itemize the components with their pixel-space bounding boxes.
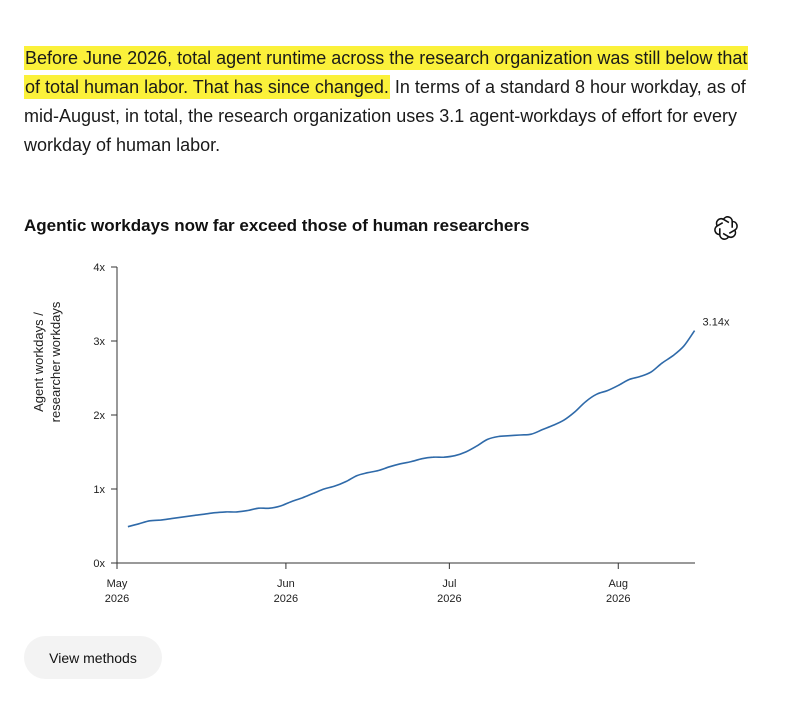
data-point-9 — [225, 511, 227, 513]
data-point-2 — [149, 520, 151, 522]
line-chart: Agent workdays / researcher workdays 0x 1… — [31, 262, 730, 605]
data-point-16 — [302, 497, 304, 499]
y-tick-label-3: 3x — [93, 336, 105, 348]
data-point-29 — [443, 456, 445, 458]
y-tick-label-4: 4x — [93, 262, 105, 274]
data-point-20 — [345, 481, 347, 483]
data-point-12 — [258, 507, 260, 509]
data-point-41 — [574, 411, 576, 413]
x-tick-label-1: Jun — [277, 578, 295, 590]
data-point-50 — [672, 355, 674, 357]
data-point-34 — [498, 436, 500, 438]
data-point-18 — [323, 488, 325, 490]
data-point-15 — [291, 501, 293, 503]
data-point-52 — [694, 330, 696, 332]
data-point-8 — [214, 512, 216, 514]
data-point-39 — [552, 425, 554, 427]
data-point-0 — [127, 526, 129, 528]
data-point-11 — [247, 510, 249, 512]
data-point-33 — [487, 439, 489, 441]
data-point-37 — [530, 433, 532, 435]
openai-logo-icon — [714, 216, 738, 240]
data-point-22 — [367, 472, 369, 474]
data-point-4 — [171, 518, 173, 520]
data-point-3 — [160, 519, 162, 521]
x-tick-year-1: 2026 — [274, 593, 298, 605]
data-point-38 — [541, 429, 543, 431]
data-point-31 — [465, 451, 467, 453]
data-point-23 — [378, 470, 380, 472]
x-tick-year-2: 2026 — [437, 593, 461, 605]
y-tick-label-1: 1x — [93, 484, 105, 496]
x-tick-label-2: Jul — [442, 578, 456, 590]
y-axis-label-line-1: Agent workdays / — [31, 312, 46, 412]
data-point-47 — [639, 376, 641, 378]
y-axis-label-line-2: researcher workdays — [48, 301, 63, 422]
x-tick-label-3: Aug — [608, 578, 628, 590]
data-point-14 — [280, 505, 282, 507]
data-point-40 — [563, 419, 565, 421]
view-methods-button[interactable]: View methods — [24, 636, 162, 679]
data-point-51 — [683, 345, 685, 347]
intro-paragraph: Before June 2026, total agent runtime ac… — [24, 44, 764, 160]
data-point-46 — [628, 379, 630, 381]
paragraph-text: In terms of a standard 8 hour workday, a… — [24, 77, 746, 155]
data-point-30 — [454, 455, 456, 457]
data-point-36 — [519, 434, 521, 436]
data-point-27 — [421, 458, 423, 460]
data-point-49 — [661, 362, 663, 364]
chart-title: Agentic workdays now far exceed those of… — [24, 216, 530, 235]
data-point-28 — [432, 456, 434, 458]
data-point-17 — [312, 493, 314, 495]
data-point-6 — [193, 515, 195, 517]
data-point-25 — [400, 463, 402, 465]
y-tick-label-0: 0x — [93, 558, 105, 570]
data-point-7 — [203, 513, 205, 515]
data-point-42 — [585, 401, 587, 403]
data-point-13 — [269, 507, 271, 509]
data-point-1 — [138, 523, 140, 525]
data-point-5 — [182, 516, 184, 518]
x-tick-year-0: 2026 — [105, 593, 129, 605]
end-value-label: 3.14x — [703, 317, 730, 329]
data-point-35 — [509, 435, 511, 437]
data-point-48 — [650, 371, 652, 373]
data-point-44 — [607, 390, 609, 392]
x-tick-label-0: May — [107, 578, 128, 590]
series-line-0 — [127, 330, 696, 528]
data-point-32 — [476, 445, 478, 447]
data-point-45 — [618, 385, 620, 387]
data-point-19 — [334, 485, 336, 487]
data-point-24 — [389, 466, 391, 468]
data-point-21 — [356, 475, 358, 477]
y-tick-label-2: 2x — [93, 410, 105, 422]
data-point-10 — [236, 511, 238, 513]
x-tick-year-3: 2026 — [606, 593, 630, 605]
data-point-43 — [596, 394, 598, 396]
data-point-26 — [410, 461, 412, 463]
